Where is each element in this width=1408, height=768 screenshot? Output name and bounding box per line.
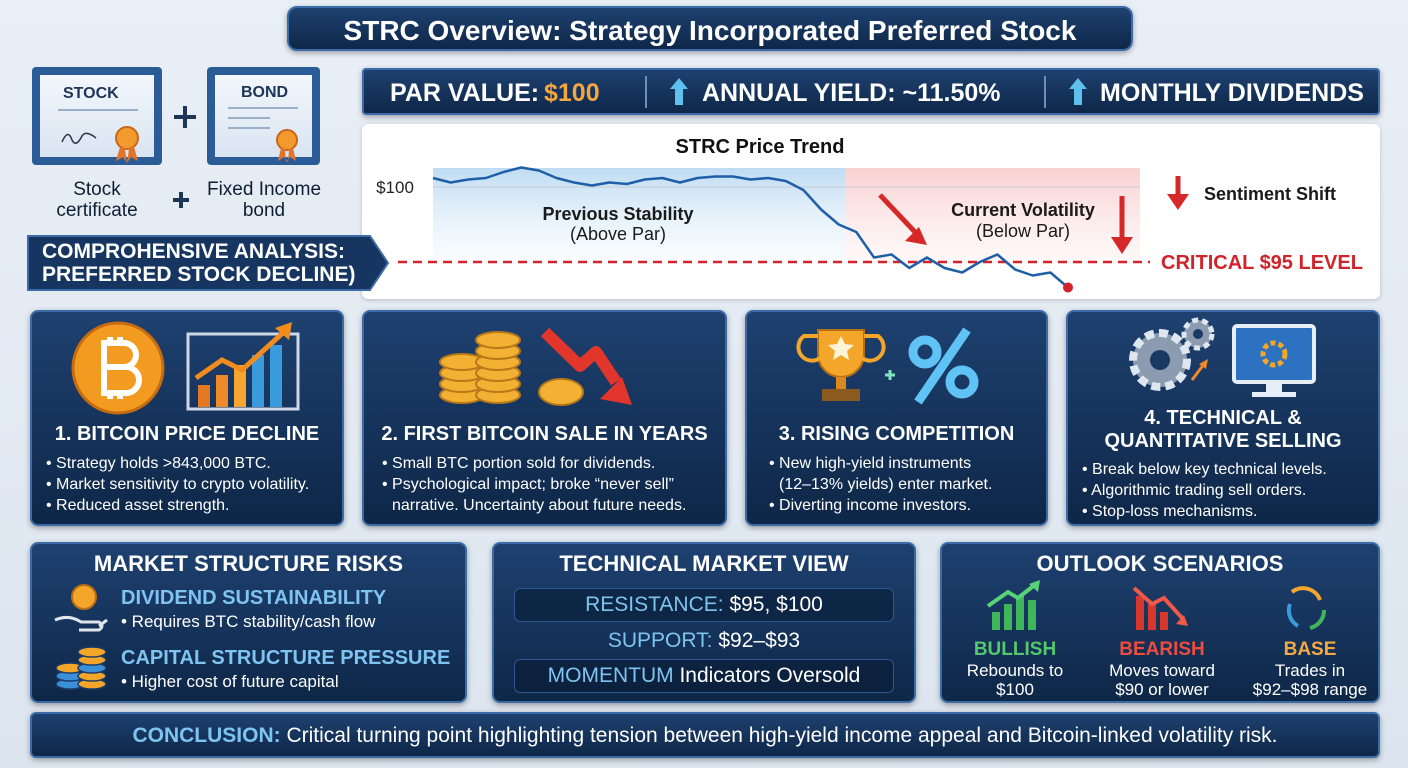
icon-label: BOND (241, 84, 289, 101)
stat-value: $100 (544, 79, 600, 107)
factor-card: 4. TECHNICAL & QUANTITATIVE SELLING • Br… (1066, 310, 1380, 526)
factor-card: 2. FIRST BITCOIN SALE IN YEARS • Small B… (362, 310, 727, 526)
bullet: • Psychological impact; broke “never sel… (382, 476, 674, 493)
row-text: $95, $100 (729, 593, 823, 616)
factor-card: 3. RISING COMPETITION • New high-yield i… (745, 310, 1048, 526)
banner-text: COMPROHENSIVE ANALYSIS: PREFERRED STOCK D… (42, 240, 355, 286)
bullet: • New high-yield instruments (769, 455, 972, 472)
line: Fixed Income (206, 179, 322, 200)
card-title: 2. FIRST BITCOIN SALE IN YEARS (381, 423, 708, 445)
bond-certificate-icon (207, 67, 320, 165)
line: PREFERRED STOCK DECLINE) (42, 263, 356, 286)
bullet: • Reduced asset strength. (46, 497, 230, 514)
line: Rebounds to (966, 661, 1064, 680)
bullet: • Algorithmic trading sell orders. (1082, 482, 1307, 499)
technical-row: MOMENTUM Indicators Oversold (514, 659, 894, 693)
card-bullets: • Small BTC portion sold for dividends. … (382, 453, 725, 516)
conclusion-text: Critical turning point highlighting tens… (286, 724, 1278, 747)
bond-caption: Fixed Income bond (207, 179, 321, 221)
line: $90 or lower (1115, 680, 1209, 699)
stock-caption: Stock certificate (56, 179, 137, 221)
panel-title: TECHNICAL MARKET VIEW (559, 551, 849, 576)
card-title: 1. BITCOIN PRICE DECLINE (54, 423, 320, 445)
bullet: • Strategy holds >843,000 BTC. (46, 455, 271, 472)
line: $92–$98 range (1252, 680, 1368, 699)
card-bullets: • New high-yield instruments (12–13% yie… (769, 453, 1046, 516)
bullet: • Market sensitivity to crypto volatilit… (46, 476, 310, 493)
factor-card: 1. BITCOIN PRICE DECLINE • Strategy hold… (30, 310, 344, 526)
row-key: RESISTANCE: (585, 593, 724, 616)
stat-label: MONTHLY DIVIDENDS (1100, 79, 1364, 107)
risk-text: • Requires BTC stability/cash flow (121, 612, 376, 631)
technical-row: SUPPORT: $92–$93 (514, 624, 894, 658)
stat-label: PAR VALUE: (390, 79, 540, 107)
risk-heading: DIVIDEND SUSTAINABILITY (121, 587, 387, 609)
title-box: STRC Overview: Strategy Incorporated Pre… (287, 6, 1133, 51)
row-text: $92–$93 (718, 629, 801, 652)
stat-label: ANNUAL YIELD: ~11.50% (702, 79, 1001, 107)
scenario-name: BEARISH (1119, 639, 1205, 660)
plus-signs (173, 106, 196, 208)
chart-panel (362, 124, 1380, 299)
panel-title: MARKET STRUCTURE RISKS (93, 551, 404, 576)
technical-panel: TECHNICAL MARKET VIEW RESISTANCE: $95, $… (492, 542, 916, 703)
bullet: • Stop-loss mechanisms. (1082, 503, 1258, 520)
line: Stock (73, 179, 121, 200)
bullet: • Diverting income investors. (769, 497, 972, 514)
technical-row: RESISTANCE: $95, $100 (514, 588, 894, 622)
card-bullets: • Break below key technical levels. • Al… (1082, 459, 1378, 522)
bullet: narrative. Uncertainty about future need… (392, 497, 687, 514)
scenario-text: Moves toward $90 or lower (1109, 661, 1215, 699)
row-key: MOMENTUM (547, 664, 674, 687)
outlook-panel: OUTLOOK SCENARIOS BULLISH Rebounds to $10… (940, 542, 1380, 703)
panel-title: OUTLOOK SCENARIOS (1036, 551, 1284, 576)
scenario-name: BULLISH (973, 639, 1057, 660)
stats-bar: PAR VALUE: $100 ANNUAL YIELD: ~11.50% MO… (362, 68, 1380, 115)
line: certificate (56, 200, 138, 221)
card-title: QUANTITATIVE SELLING (1104, 430, 1342, 452)
row-key: SUPPORT: (607, 629, 713, 652)
risk-heading: CAPITAL STRUCTURE PRESSURE (121, 647, 451, 669)
card-title: 4. TECHNICAL & (1144, 407, 1302, 429)
risks-panel: MARKET STRUCTURE RISKS DIVIDEND SUSTAINA… (30, 542, 467, 703)
icon-label: STOCK (63, 85, 119, 102)
line: Trades in (1274, 661, 1346, 680)
card-title: 3. RISING COMPETITION (778, 423, 1015, 445)
line: bond (242, 200, 286, 221)
bullet: (12–13% yields) enter market. (779, 476, 993, 493)
scenario-text: Trades in $92–$98 range (1253, 661, 1367, 699)
conclusion-key: CONCLUSION: (132, 724, 281, 747)
scenario-name: BASE (1283, 639, 1337, 660)
conclusion-bar: CONCLUSION: Critical turning point highl… (30, 712, 1380, 758)
bullet: • Break below key technical levels. (1082, 461, 1327, 478)
line: Moves toward (1109, 661, 1215, 680)
row-text: Indicators Oversold (679, 664, 861, 687)
stock-certificate-icon (32, 67, 162, 165)
page-title: STRC Overview: Strategy Incorporated Pre… (343, 15, 1077, 46)
bullet: • Small BTC portion sold for dividends. (382, 455, 656, 472)
line: $100 (996, 680, 1034, 699)
risk-text: • Higher cost of future capital (121, 672, 339, 691)
scenario-text: Rebounds to $100 (967, 661, 1063, 699)
card-bullets: • Strategy holds >843,000 BTC. • Market … (46, 453, 342, 516)
line: COMPROHENSIVE ANALYSIS: (42, 240, 345, 263)
conclusion: CONCLUSION: Critical turning point highl… (32, 724, 1378, 748)
